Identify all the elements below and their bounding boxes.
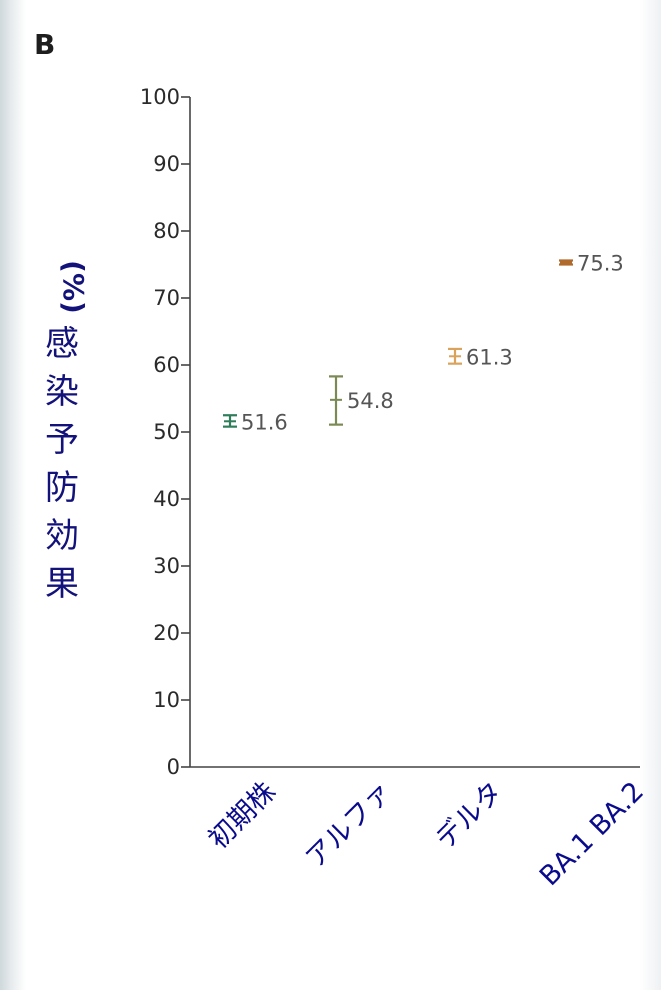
y-tick-label: 90 [153, 152, 180, 176]
x-category-label: デルタ [430, 776, 509, 855]
y-tick-label: 40 [153, 487, 180, 511]
y-axis-label: 感染予防効果 [45, 324, 79, 604]
y-axis-label-char: 予 [45, 420, 79, 460]
y-axis-label-char: 果 [45, 564, 79, 604]
y-axis-label-char: 防 [45, 468, 79, 508]
y-axis-unit: (%) [57, 260, 90, 314]
y-tick-label: 60 [153, 353, 180, 377]
data-point: 75.3 [559, 251, 624, 275]
x-axis-categories: 初期株 アルファ デルタ BA.1 BA.2 [203, 776, 650, 892]
y-tick-label: 10 [153, 688, 180, 712]
y-axis-title: (%) 感染予防効果 [45, 260, 90, 604]
data-label: 51.6 [241, 410, 288, 434]
y-axis-label-char: 染 [45, 372, 79, 412]
panel-letter: B [34, 28, 55, 61]
y-tick-label: 0 [167, 755, 180, 779]
y-tick-label: 80 [153, 219, 180, 243]
y-tick-label: 30 [153, 554, 180, 578]
data-label: 75.3 [577, 251, 624, 275]
y-tick-label: 70 [153, 286, 180, 310]
data-point: 61.3 [448, 345, 513, 369]
x-category-label: BA.1 BA.2 [534, 776, 650, 892]
y-tick-label: 100 [140, 85, 180, 109]
y-tick-label: 50 [153, 420, 180, 444]
y-axis-label-char: 感 [45, 324, 79, 364]
data-label: 54.8 [347, 389, 394, 413]
y-axis-label-char: 効 [45, 516, 79, 556]
data-label: 61.3 [466, 345, 513, 369]
data-point: 54.8 [329, 375, 394, 426]
data-point: 51.6 [223, 410, 288, 434]
y-tick-label: 20 [153, 621, 180, 645]
data-series: 51.6 54.8 61.3 75.3 [223, 251, 624, 434]
y-axis-ticks: 0 10 20 30 40 50 60 70 80 90 100 [140, 85, 190, 779]
x-category-label: アルファ [300, 776, 398, 874]
x-category-label: 初期株 [203, 776, 282, 855]
